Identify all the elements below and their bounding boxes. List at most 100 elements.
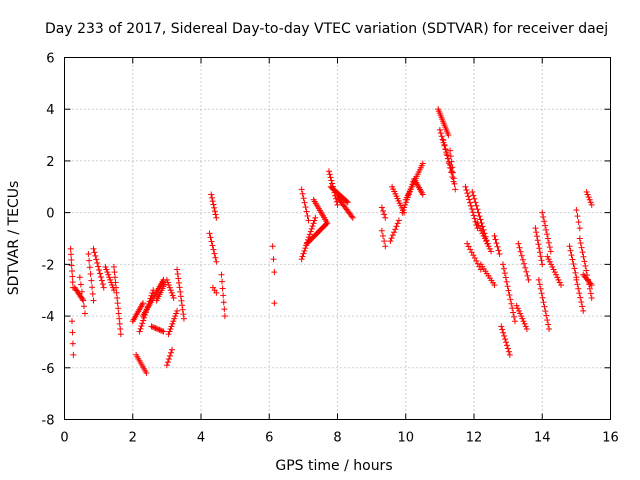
data-point: [543, 231, 550, 238]
data-point: [444, 152, 451, 159]
data-point: [540, 299, 547, 306]
data-point: [153, 325, 160, 332]
y-tick-label: -4: [42, 310, 55, 325]
data-point: [588, 201, 595, 208]
data-point: [300, 195, 307, 202]
data-point: [69, 279, 76, 286]
data-points: [67, 106, 595, 376]
data-point: [97, 274, 104, 281]
data-point: [538, 290, 545, 297]
data-point: [469, 188, 476, 195]
data-point: [387, 238, 394, 245]
data-point: [442, 146, 449, 153]
data-point: [449, 164, 456, 171]
data-point: [491, 232, 498, 239]
data-point: [580, 307, 587, 314]
data-point: [474, 260, 481, 267]
data-point: [81, 310, 88, 317]
grid-lines: [64, 57, 611, 420]
data-point: [109, 282, 116, 289]
data-point: [501, 332, 508, 339]
data-point: [113, 289, 120, 296]
data-point: [179, 306, 186, 313]
data-point: [117, 326, 124, 332]
data-point: [311, 217, 318, 224]
data-point: [548, 261, 555, 268]
data-point: [156, 326, 163, 333]
data-point: [68, 256, 75, 263]
data-point: [544, 235, 551, 242]
data-point: [507, 296, 514, 303]
data-point: [536, 281, 543, 288]
data-point: [139, 320, 146, 327]
data-point: [533, 233, 540, 240]
data-point: [447, 147, 454, 154]
data-point: [539, 294, 546, 301]
data-point: [112, 274, 119, 281]
data-point: [578, 299, 585, 306]
data-point: [402, 201, 409, 208]
data-point: [506, 351, 513, 358]
y-tick-label: 4: [46, 103, 54, 118]
data-point: [511, 318, 518, 325]
data-point: [136, 328, 143, 335]
data-point: [471, 215, 478, 222]
data-point: [481, 235, 488, 242]
data-point: [148, 323, 155, 330]
data-point: [464, 240, 471, 247]
data-point: [104, 269, 111, 276]
data-point: [102, 263, 109, 270]
data-point: [308, 225, 315, 232]
data-point: [212, 254, 219, 261]
data-point: [170, 318, 177, 325]
data-point: [588, 282, 595, 289]
data-point: [378, 227, 385, 234]
data-point: [307, 228, 314, 235]
data-point: [483, 238, 490, 245]
data-point: [525, 276, 532, 283]
data-point: [211, 208, 218, 215]
data-point: [178, 297, 185, 304]
data-point: [174, 266, 181, 273]
data-point: [586, 285, 593, 292]
data-point: [543, 312, 550, 319]
data-point: [474, 206, 481, 213]
data-point: [539, 209, 546, 216]
data-point: [344, 199, 351, 206]
data-point: [137, 325, 144, 332]
data-point: [537, 253, 544, 260]
data-point: [580, 253, 587, 260]
data-point: [506, 291, 513, 298]
data-point: [67, 245, 74, 252]
data-point: [549, 263, 556, 270]
data-point: [441, 141, 448, 148]
data-point: [221, 306, 228, 313]
data-point: [577, 294, 584, 301]
data-point: [389, 232, 396, 239]
data-point: [393, 223, 400, 230]
data-point: [218, 271, 225, 278]
data-point: [180, 315, 187, 322]
data-point: [463, 186, 470, 193]
data-point: [503, 342, 510, 349]
y-tick-label: -8: [42, 414, 55, 429]
data-point: [451, 180, 458, 187]
data-point: [103, 266, 110, 273]
data-point: [157, 327, 164, 334]
data-point: [165, 355, 172, 362]
data-point: [210, 246, 217, 253]
data-point: [302, 204, 309, 211]
data-point: [152, 325, 159, 332]
data-point: [469, 209, 476, 216]
data-point: [167, 349, 174, 356]
data-point: [113, 284, 120, 291]
data-point: [70, 351, 77, 358]
data-point: [484, 240, 491, 247]
data-point: [349, 214, 356, 221]
data-point: [175, 279, 182, 286]
data-point: [438, 133, 445, 140]
data-point: [139, 300, 146, 307]
data-point: [166, 352, 173, 359]
data-point: [177, 293, 184, 300]
